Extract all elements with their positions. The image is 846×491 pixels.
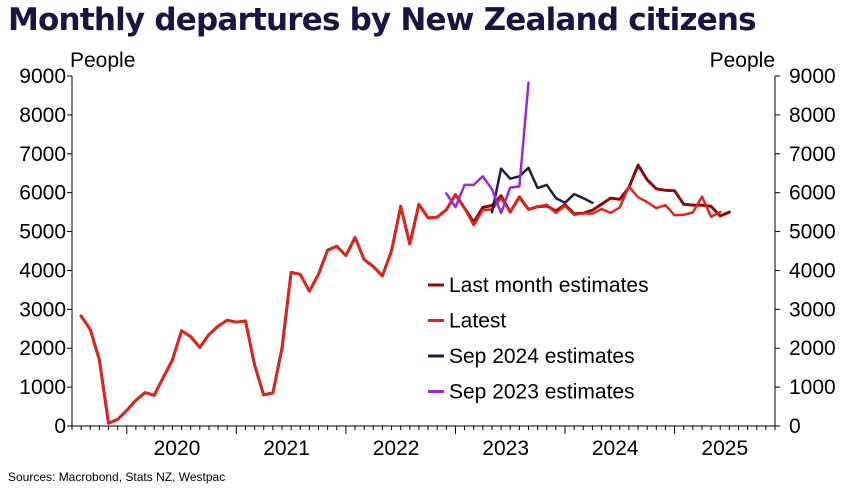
series-layer — [79, 81, 731, 425]
legend-label-latest: Latest — [449, 310, 506, 333]
y-tick-label-right: 6000 — [789, 182, 836, 205]
y-tick-label-right: 5000 — [789, 221, 836, 244]
chart-title: Monthly departures by New Zealand citize… — [8, 2, 757, 38]
y-tick-label-right: 2000 — [789, 337, 836, 360]
y-tick-label-right: 0 — [789, 415, 801, 438]
y-axis-label-right: People — [710, 49, 775, 72]
x-tick-label: 2024 — [592, 437, 639, 460]
y-tick-label-left: 4000 — [19, 259, 66, 282]
y-tick-label-right: 3000 — [789, 298, 836, 321]
chart-legend: Last month estimates Latest Sep 2024 estim… — [428, 274, 649, 404]
series-line-sep-2023-estimates — [445, 81, 530, 215]
y-tick-label-left: 8000 — [19, 104, 66, 127]
y-tick-label-left: 3000 — [19, 298, 66, 321]
y-tick-label-right: 9000 — [789, 65, 836, 88]
chart-axes: 0 0 1000 1000 2000 2000 3000 3000 4000 4000 5000 50… — [19, 65, 835, 460]
y-tick-label-right: 8000 — [789, 104, 836, 127]
x-tick-label: 2025 — [701, 437, 748, 460]
legend-label-last-month-estimates: Last month estimates — [449, 274, 649, 297]
legend-label-sep-2024-estimates: Sep 2024 estimates — [449, 345, 635, 368]
y-tick-label-right: 4000 — [789, 259, 836, 282]
y-tick-label-left: 0 — [54, 415, 66, 438]
y-tick-label-left: 6000 — [19, 182, 66, 205]
x-tick-label: 2022 — [373, 437, 420, 460]
x-tick-label: 2020 — [154, 437, 201, 460]
source-note: Sources: Macrobond, Stats NZ, Westpac — [8, 470, 226, 484]
y-tick-label-right: 7000 — [789, 143, 836, 166]
series-line-sep-2024-estimates — [490, 166, 594, 214]
y-tick-label-left: 2000 — [19, 337, 66, 360]
x-tick-label: 2023 — [482, 437, 529, 460]
y-tick-label-left: 9000 — [19, 65, 66, 88]
y-tick-label-left: 7000 — [19, 143, 66, 166]
series-line-latest — [79, 185, 722, 425]
y-axis-label-left: People — [70, 49, 135, 72]
y-tick-label-left: 5000 — [19, 221, 66, 244]
legend-label-sep-2023-estimates: Sep 2023 estimates — [449, 381, 635, 404]
y-tick-label-right: 1000 — [789, 376, 836, 399]
x-tick-label: 2021 — [263, 437, 310, 460]
y-tick-label-left: 1000 — [19, 376, 66, 399]
